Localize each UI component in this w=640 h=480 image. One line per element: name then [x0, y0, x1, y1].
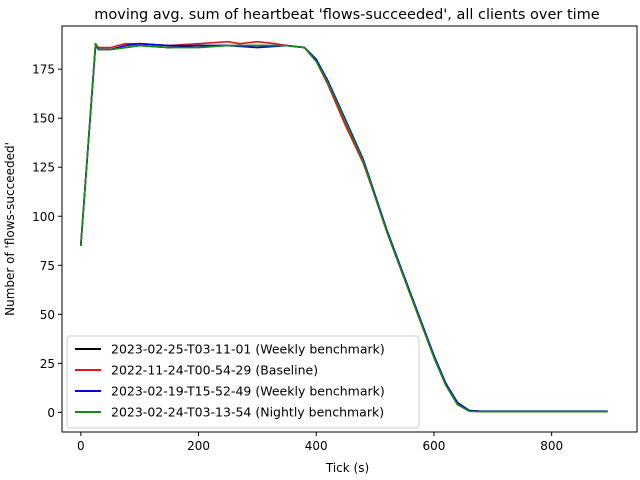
legend-entry-label: 2023-02-19-T15-52-49 (Weekly benchmark) — [111, 384, 385, 399]
y-tick-label: 25 — [40, 357, 55, 371]
y-tick-label: 50 — [40, 308, 55, 322]
x-tick-label: 0 — [77, 439, 85, 453]
plot-frame — [61, 25, 638, 433]
x-axis-label: Tick (s) — [325, 461, 369, 475]
y-tick-label: 125 — [32, 161, 55, 175]
x-tick-label: 200 — [187, 439, 210, 453]
legend-entry-label: 2022-11-24-T00-54-29 (Baseline) — [111, 363, 318, 378]
x-tick-label: 600 — [423, 439, 446, 453]
chart-title: moving avg. sum of heartbeat 'flows-succ… — [94, 7, 600, 23]
x-tick-label: 400 — [305, 439, 328, 453]
y-tick-label: 150 — [32, 112, 55, 126]
y-tick-label: 100 — [32, 210, 55, 224]
series-line-3 — [80, 42, 608, 412]
y-tick-label: 175 — [32, 63, 55, 77]
y-axis-label: Number of 'flows-succeeded' — [3, 142, 17, 316]
x-axis: 0 200 400 600 800 — [77, 432, 563, 453]
y-tick-label: 0 — [47, 406, 55, 420]
legend-box — [66, 335, 420, 429]
legend-entry-label: 2023-02-25-T03-11-01 (Weekly benchmark) — [111, 342, 385, 357]
legend: 2023-02-25-T03-11-01 (Weekly benchmark) 2… — [66, 335, 420, 429]
x-tick-label: 800 — [540, 439, 563, 453]
y-tick-label: 75 — [40, 259, 55, 273]
legend-entry-label: 2023-02-24-T03-13-54 (Nightly benchmark) — [111, 405, 384, 420]
y-axis: 0 25 50 75 100 125 150 175 — [32, 63, 62, 420]
series-line-4 — [80, 42, 608, 413]
plot-lines — [80, 40, 608, 413]
